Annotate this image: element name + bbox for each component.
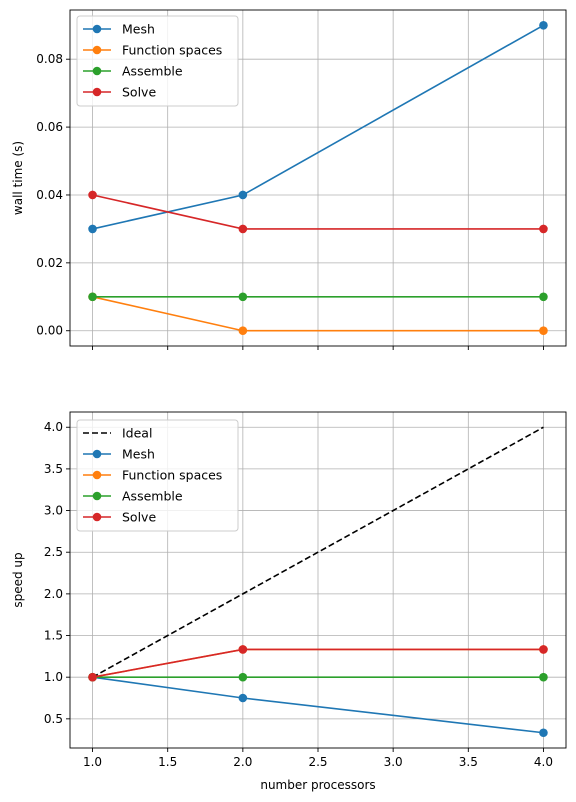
y-tick-label: 0.02 [36,256,63,270]
legend: Ideal Mesh Function spaces Assemble Solve [76,419,239,532]
data-point [88,190,97,200]
legend-marker [92,45,102,55]
legend: Mesh Function spaces Assemble Solve [76,15,239,107]
legend-marker [92,66,102,76]
data-point [539,728,548,738]
legend-label: Mesh [122,447,155,462]
data-point [539,672,548,682]
data-point [88,672,97,682]
legend-label: Ideal [122,426,152,441]
data-point [88,292,97,302]
legend-label: Mesh [122,22,155,37]
legend-marker [92,24,102,34]
series-line-ideal [92,426,544,678]
data-point [88,224,97,234]
legend-marker [92,470,102,480]
y-tick-label: 3.5 [44,462,63,476]
y-tick-label: 0.06 [36,120,63,134]
legend-box [76,15,239,107]
legend-marker [92,491,102,501]
legend-marker [92,87,102,97]
x-tick-label: 3.5 [459,755,478,769]
x-tick-label: 2.0 [233,755,252,769]
data-point [539,292,548,302]
legend-marker [92,512,102,522]
legend-label: Solve [122,510,156,525]
data-point [539,20,548,30]
y-tick-label: 0.5 [44,712,63,726]
data-point [238,645,248,654]
data-point [539,645,548,654]
y-tick-label: 0.00 [36,324,63,338]
y-tick-label: 1.5 [44,629,63,643]
legend-label: Assemble [122,489,183,504]
y-axis-label: wall time (s) [11,141,25,215]
x-tick-label: 3.0 [384,755,403,769]
y-axis-label: speed up [11,552,25,607]
data-point [539,224,548,234]
y-tick-label: 4.0 [44,420,63,434]
y-tick-label: 1.0 [44,670,63,684]
y-tick-label: 0.04 [36,188,63,202]
legend-label: Function spaces [122,43,222,58]
x-axis-label: number processors [260,778,375,792]
legend-label: Function spaces [122,468,222,483]
y-tick-label: 2.0 [44,587,63,601]
data-point [238,292,248,302]
data-point [238,326,248,336]
data-point [238,693,248,703]
y-tick-label: 0.08 [36,52,63,66]
x-tick-label: 1.5 [158,755,177,769]
data-point [238,224,248,234]
data-point [238,672,248,682]
legend-box [76,419,239,532]
legend-label: Assemble [122,64,183,79]
data-point [539,326,548,336]
legend-label: Solve [122,85,156,100]
chart-1: 0.00 0.02 0.04 0.06 0.08 wall time (s) Mesh Fun… [11,9,567,350]
y-tick-label: 2.5 [44,545,63,559]
x-tick-label: 1.0 [83,755,102,769]
legend-marker [92,449,102,459]
data-point [238,190,248,200]
chart-2: 1.0 1.5 2.0 2.5 3.0 3.5 4.0 0.5 1.0 1.5 2.0 2.5 3.0 3… [11,411,567,792]
y-tick-label: 3.0 [44,504,63,518]
x-tick-label: 4.0 [534,755,553,769]
x-tick-label: 2.5 [308,755,327,769]
